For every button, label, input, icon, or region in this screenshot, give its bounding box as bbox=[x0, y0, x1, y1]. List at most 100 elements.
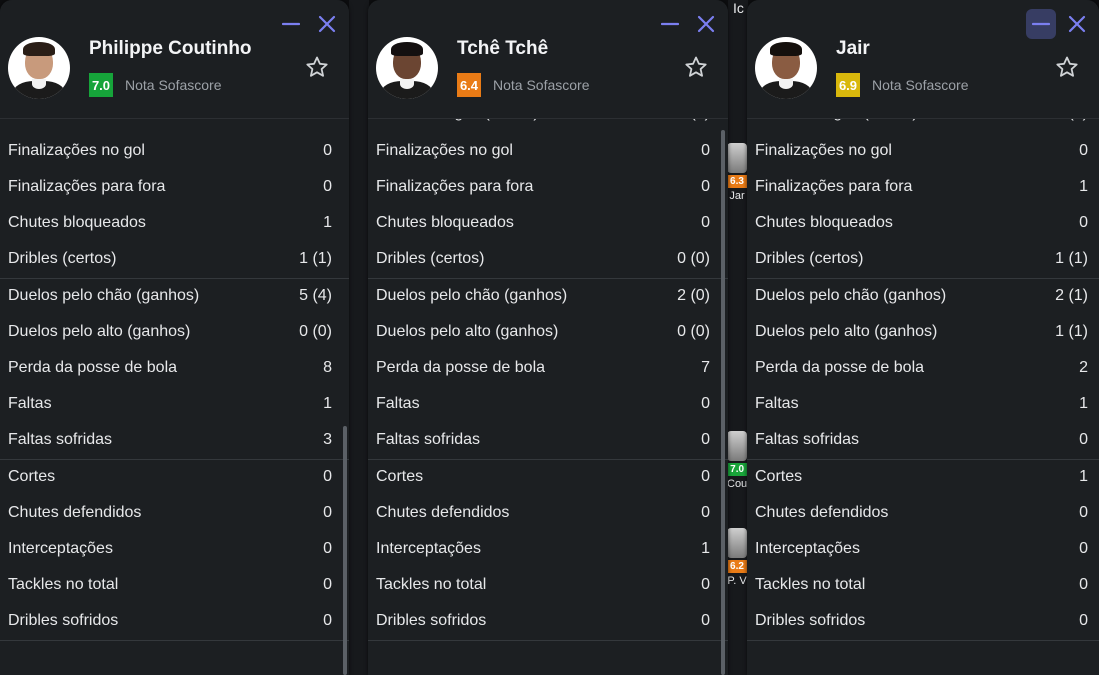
background-player-chip: 6.3 Jar bbox=[727, 143, 747, 202]
stat-label: Faltas sofridas bbox=[376, 431, 481, 448]
section-divider bbox=[0, 640, 349, 641]
background-player-chip: 7.0 Cou bbox=[727, 431, 747, 490]
stat-row: Finalizações no gol 0 bbox=[0, 133, 332, 169]
stat-row: Cortes 0 bbox=[0, 459, 332, 495]
stat-label: Chutes defendidos bbox=[755, 504, 889, 521]
close-icon[interactable] bbox=[691, 9, 721, 39]
stat-row: Finalizações para fora 1 bbox=[747, 169, 1088, 205]
stat-label: Chutes defendidos bbox=[8, 504, 142, 521]
stat-value: 0 bbox=[701, 431, 710, 448]
rating-source-label: Nota Sofascore bbox=[872, 77, 969, 93]
stat-label: Faltas sofridas bbox=[8, 431, 113, 448]
scrollbar-thumb[interactable] bbox=[343, 426, 347, 675]
player-avatar bbox=[755, 37, 817, 99]
stat-row: Perda da posse de bola 7 bbox=[368, 350, 710, 386]
section-divider bbox=[368, 278, 728, 279]
background-player-chip: 6.2 P. V bbox=[727, 528, 747, 587]
stat-label: Faltas bbox=[8, 395, 52, 412]
background-player-avatar bbox=[727, 143, 747, 173]
minimize-icon[interactable] bbox=[276, 9, 306, 39]
stat-label: Duelos pelo chão (ganhos) bbox=[755, 287, 947, 304]
stat-value: 0 bbox=[701, 468, 710, 485]
section-divider bbox=[747, 278, 1099, 279]
stat-row: Dribles (certos) 1 (1) bbox=[0, 241, 332, 277]
stats-list[interactable]: Passes longos (certos)2 (2)Finalizações … bbox=[747, 104, 1099, 675]
section-divider bbox=[747, 640, 1099, 641]
stat-value: 0 bbox=[1079, 540, 1088, 557]
stat-row: Duelos pelo alto (ganhos) 0 (0) bbox=[0, 314, 332, 350]
stat-row: Chutes defendidos 0 bbox=[0, 495, 332, 531]
stat-row: Cortes 1 bbox=[747, 459, 1088, 495]
minimize-icon[interactable] bbox=[655, 9, 685, 39]
stat-value: 1 bbox=[323, 395, 332, 412]
stat-value: 1 (1) bbox=[1055, 323, 1088, 340]
stat-value: 0 bbox=[701, 178, 710, 195]
stats-list[interactable]: Grandes chances criadas2Finalizações no … bbox=[0, 104, 349, 675]
stat-label: Cortes bbox=[755, 468, 803, 485]
stat-value: 1 bbox=[1079, 178, 1088, 195]
background-top-text: Ic bbox=[733, 0, 744, 16]
stat-row: Cortes 0 bbox=[368, 459, 710, 495]
stat-value: 1 (1) bbox=[299, 250, 332, 267]
stat-label: Faltas bbox=[376, 395, 420, 412]
stat-label: Tackles no total bbox=[376, 576, 487, 593]
stat-label: Finalizações no gol bbox=[376, 142, 513, 159]
favorite-star-icon[interactable] bbox=[305, 55, 329, 79]
stats-list[interactable]: Passes longos (certos)0 (0)Finalizações … bbox=[368, 104, 728, 675]
stat-label: Dribles sofridos bbox=[8, 612, 119, 629]
stat-row: Finalizações para fora 0 bbox=[368, 169, 710, 205]
background-player-name: P. V bbox=[727, 575, 747, 587]
stat-value: 0 bbox=[323, 540, 332, 557]
stat-value: 0 bbox=[323, 142, 332, 159]
favorite-star-icon[interactable] bbox=[1055, 55, 1079, 79]
player-avatar bbox=[8, 37, 70, 99]
stat-label: Chutes bloqueados bbox=[376, 214, 514, 231]
stat-value: 5 (4) bbox=[299, 287, 332, 304]
stat-row: Dribles (certos) 1 (1) bbox=[747, 241, 1088, 277]
stat-row: Dribles sofridos 0 bbox=[368, 603, 710, 639]
stat-label: Chutes bloqueados bbox=[8, 214, 146, 231]
stat-row: Duelos pelo alto (ganhos) 1 (1) bbox=[747, 314, 1088, 350]
stat-value: 0 bbox=[1079, 214, 1088, 231]
stat-row: Faltas 1 bbox=[0, 386, 332, 422]
stat-value: 0 bbox=[701, 395, 710, 412]
player-name: Tchê Tchê bbox=[457, 38, 549, 59]
stat-value: 8 bbox=[323, 359, 332, 376]
stat-label: Cortes bbox=[376, 468, 424, 485]
stat-row: Tackles no total 0 bbox=[368, 567, 710, 603]
stat-row: Interceptações 0 bbox=[0, 531, 332, 567]
stat-value: 1 bbox=[701, 540, 710, 557]
stat-row: Dribles sofridos 0 bbox=[747, 603, 1088, 639]
player-name: Jair bbox=[836, 38, 870, 59]
stat-label: Perda da posse de bola bbox=[8, 359, 178, 376]
stat-value: 0 bbox=[1079, 431, 1088, 448]
section-divider bbox=[368, 640, 728, 641]
stat-value: 3 bbox=[323, 431, 332, 448]
stat-row: Duelos pelo alto (ganhos) 0 (0) bbox=[368, 314, 710, 350]
stat-row: Perda da posse de bola 8 bbox=[0, 350, 332, 386]
stat-label: Cortes bbox=[8, 468, 56, 485]
background-page bbox=[349, 0, 369, 675]
stat-row: Faltas sofridas 3 bbox=[0, 422, 332, 458]
stat-label: Interceptações bbox=[755, 540, 860, 557]
close-icon[interactable] bbox=[1062, 9, 1092, 39]
stat-label: Dribles sofridos bbox=[755, 612, 866, 629]
stat-row: Chutes bloqueados 1 bbox=[0, 205, 332, 241]
section-divider bbox=[0, 459, 349, 460]
stat-value: 2 bbox=[1079, 359, 1088, 376]
background-player-rating: 7.0 bbox=[727, 463, 748, 476]
stat-label: Finalizações no gol bbox=[755, 142, 892, 159]
player-rating-badge: 7.0 bbox=[89, 73, 113, 97]
stat-row: Duelos pelo chão (ganhos) 5 (4) bbox=[0, 278, 332, 314]
stat-value: 0 bbox=[1079, 142, 1088, 159]
minimize-icon[interactable] bbox=[1026, 9, 1056, 39]
stat-value: 1 bbox=[323, 214, 332, 231]
favorite-star-icon[interactable] bbox=[684, 55, 708, 79]
close-icon[interactable] bbox=[312, 9, 342, 39]
stat-label: Duelos pelo alto (ganhos) bbox=[8, 323, 191, 340]
scrollbar-thumb[interactable] bbox=[721, 130, 725, 675]
stat-value: 0 bbox=[701, 576, 710, 593]
background-player-rating: 6.2 bbox=[727, 560, 747, 573]
panel-header: Philippe Coutinho 7.0 Nota Sofascore bbox=[0, 0, 349, 119]
stat-row: Faltas sofridas 0 bbox=[368, 422, 710, 458]
